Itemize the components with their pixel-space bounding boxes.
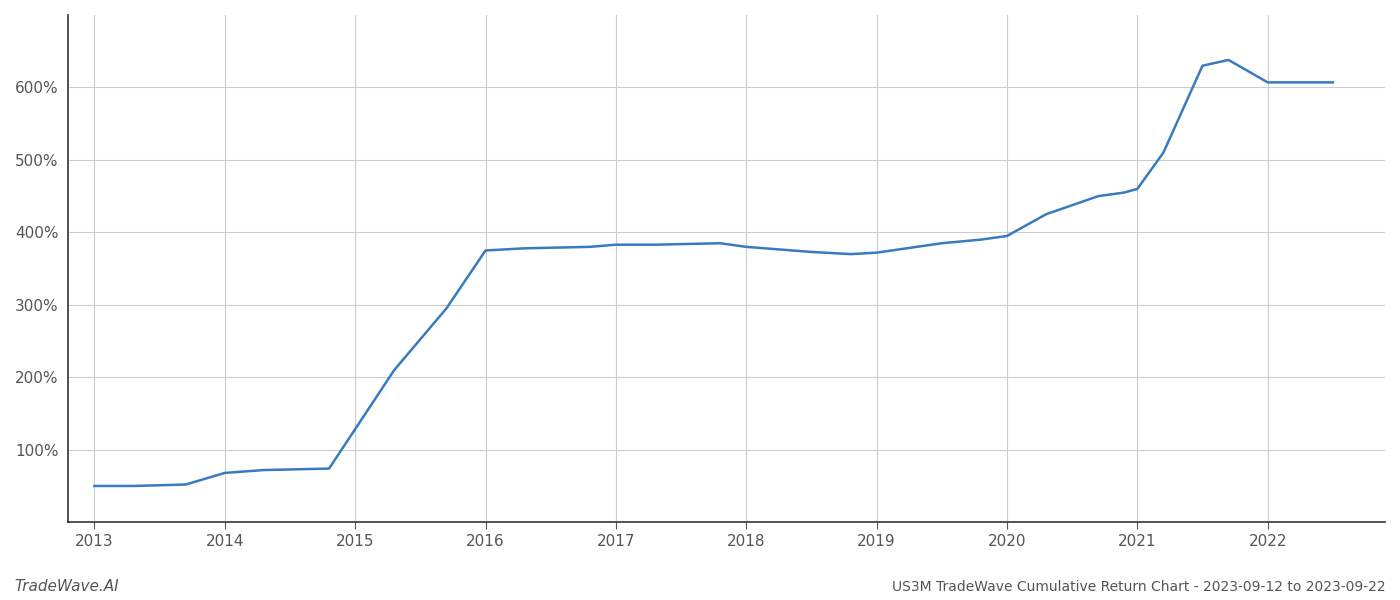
Text: TradeWave.AI: TradeWave.AI xyxy=(14,579,119,594)
Text: US3M TradeWave Cumulative Return Chart - 2023-09-12 to 2023-09-22: US3M TradeWave Cumulative Return Chart -… xyxy=(892,580,1386,594)
